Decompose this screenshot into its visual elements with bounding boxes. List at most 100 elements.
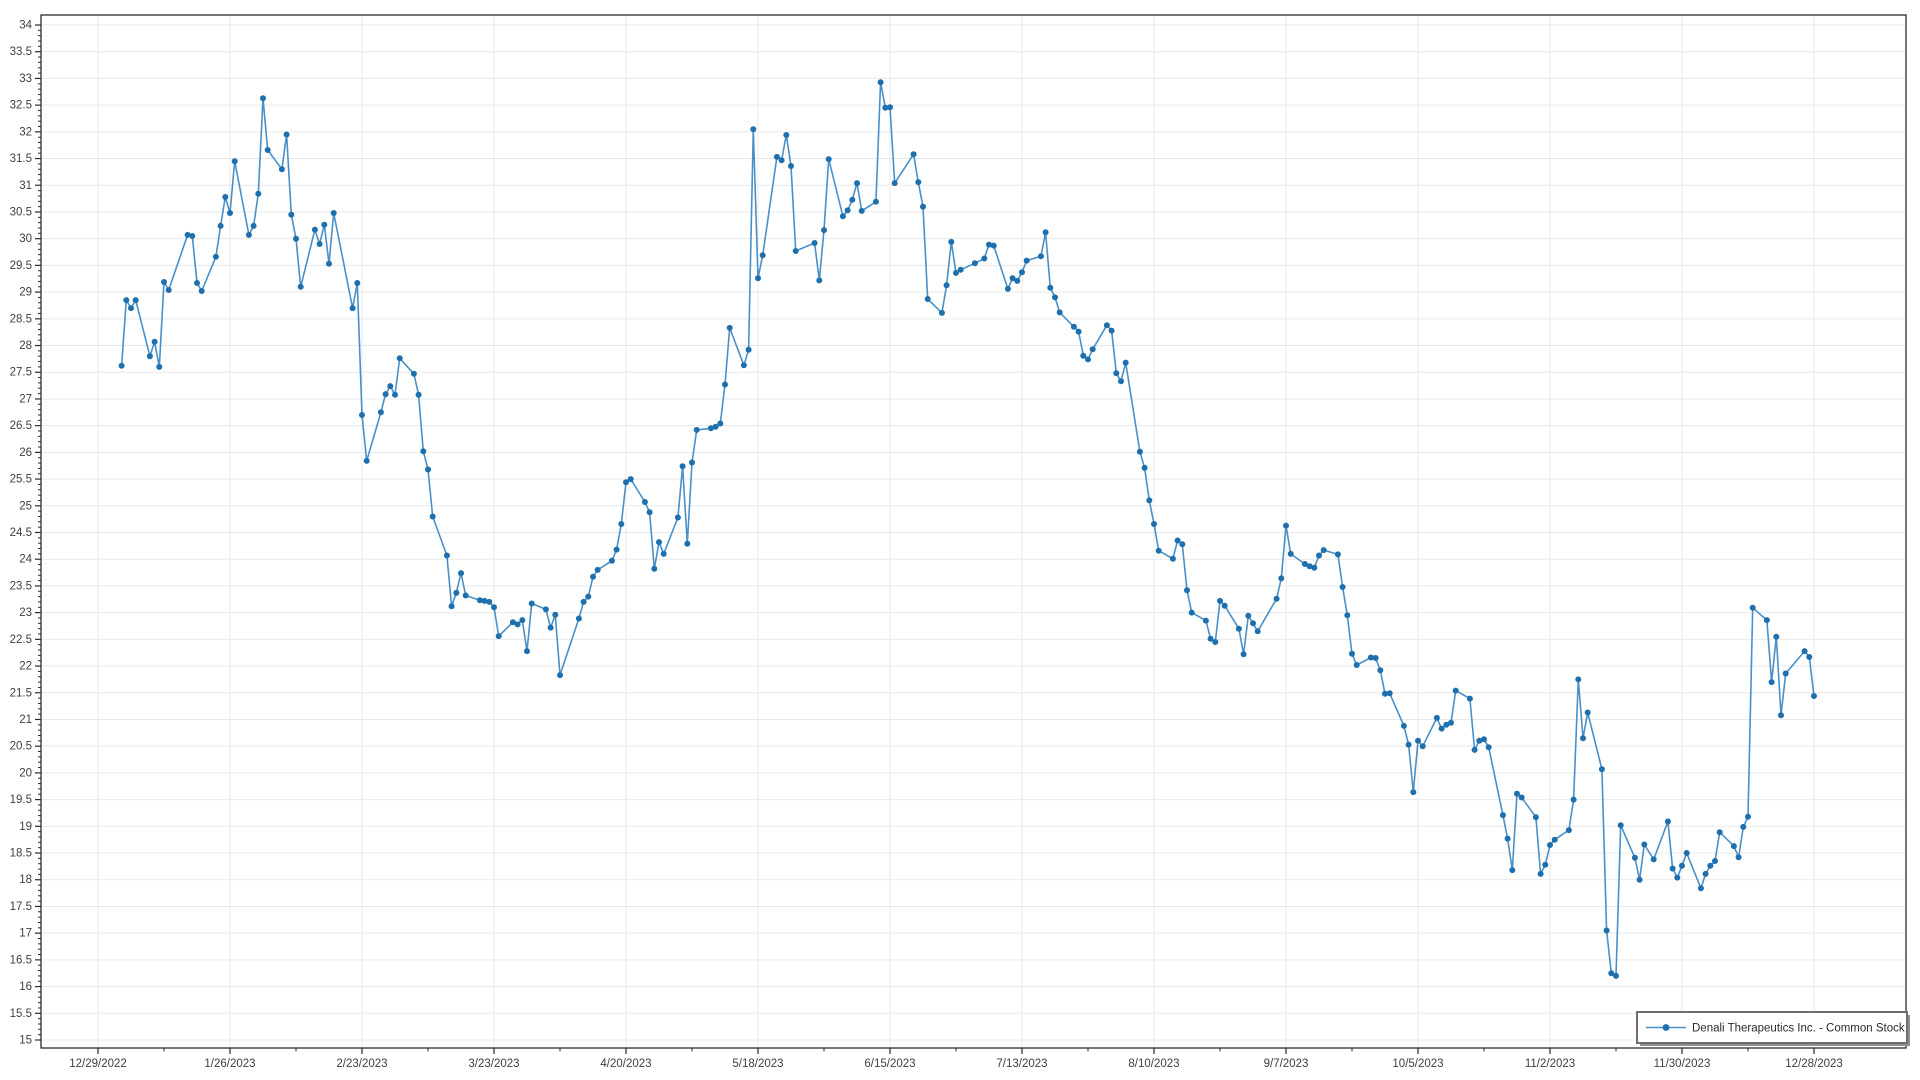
data-point-marker[interactable] <box>552 611 559 618</box>
data-point-marker[interactable] <box>707 425 714 432</box>
data-point-marker[interactable] <box>222 194 229 200</box>
data-point-marker[interactable] <box>1570 796 1577 803</box>
data-point-marker[interactable] <box>1664 818 1671 825</box>
data-point-marker[interactable] <box>1042 229 1049 236</box>
data-point-marker[interactable] <box>1471 746 1478 753</box>
data-point-marker[interactable] <box>575 615 582 622</box>
data-point-marker[interactable] <box>1146 497 1153 504</box>
data-point-marker[interactable] <box>429 513 436 520</box>
data-point-marker[interactable] <box>1551 836 1558 843</box>
data-point-marker[interactable] <box>1745 813 1751 820</box>
data-point-marker[interactable] <box>514 621 521 628</box>
data-point-marker[interactable] <box>415 391 422 398</box>
data-point-marker[interactable] <box>953 269 959 276</box>
data-point-marker[interactable] <box>1202 617 1209 624</box>
data-point-marker[interactable] <box>1631 854 1638 861</box>
data-point-marker[interactable] <box>792 248 799 254</box>
data-point-marker[interactable] <box>1707 862 1714 869</box>
data-point-marker[interactable] <box>1056 309 1063 316</box>
data-point-marker[interactable] <box>1697 885 1704 892</box>
data-point-marker[interactable] <box>1811 693 1817 699</box>
data-point-marker[interactable] <box>910 151 917 158</box>
data-point-marker[interactable] <box>712 423 719 430</box>
data-point-marker[interactable] <box>1415 737 1421 744</box>
data-point-marker[interactable] <box>717 420 724 427</box>
data-point-marker[interactable] <box>1547 842 1553 848</box>
data-point-marker[interactable] <box>1316 552 1322 559</box>
data-point-marker[interactable] <box>971 260 978 267</box>
data-point-marker[interactable] <box>726 324 733 331</box>
data-point-marker[interactable] <box>278 166 285 173</box>
data-point-marker[interactable] <box>382 391 389 398</box>
data-point-marker[interactable] <box>1509 867 1516 874</box>
data-point-marker[interactable] <box>297 283 304 290</box>
data-point-marker[interactable] <box>288 211 295 218</box>
data-point-marker[interactable] <box>1184 587 1190 594</box>
data-point-marker[interactable] <box>495 633 502 640</box>
data-point-marker[interactable] <box>1278 575 1285 582</box>
data-point-marker[interactable] <box>1617 822 1624 829</box>
legend[interactable]: Denali Therapeutics Inc. - Common Stock <box>1636 1011 1910 1046</box>
data-point-marker[interactable] <box>1221 602 1228 609</box>
data-point-marker[interactable] <box>326 260 332 267</box>
data-point-marker[interactable] <box>1118 378 1124 385</box>
data-point-marker[interactable] <box>891 180 898 187</box>
data-point-marker[interactable] <box>1004 285 1011 292</box>
data-point-marker[interactable] <box>1155 547 1162 554</box>
data-point-marker[interactable] <box>825 156 832 163</box>
data-point-marker[interactable] <box>651 565 658 572</box>
data-point-marker[interactable] <box>1014 277 1021 284</box>
data-point-marker[interactable] <box>1716 829 1723 836</box>
data-point-marker[interactable] <box>1542 861 1549 868</box>
data-point-marker[interactable] <box>146 353 153 360</box>
data-point-marker[interactable] <box>1287 550 1294 557</box>
data-point-marker[interactable] <box>1136 448 1143 455</box>
data-point-marker[interactable] <box>594 566 601 573</box>
data-point-marker[interactable] <box>528 600 535 607</box>
data-point-marker[interactable] <box>689 459 695 466</box>
data-point-marker[interactable] <box>524 648 530 655</box>
data-point-marker[interactable] <box>161 279 167 285</box>
data-point-marker[interactable] <box>1773 633 1780 640</box>
data-point-marker[interactable] <box>1141 464 1148 471</box>
data-point-marker[interactable] <box>443 552 450 559</box>
data-point-marker[interactable] <box>311 226 318 233</box>
data-point-marker[interactable] <box>1608 970 1615 977</box>
data-point-marker[interactable] <box>1641 841 1648 848</box>
data-point-marker[interactable] <box>519 617 526 624</box>
data-point-marker[interactable] <box>783 132 790 138</box>
data-point-marker[interactable] <box>1485 744 1492 751</box>
data-point-marker[interactable] <box>1452 687 1459 694</box>
data-point-marker[interactable] <box>1636 876 1643 883</box>
data-point-marker[interactable] <box>420 448 427 455</box>
data-point-marker[interactable] <box>542 606 549 613</box>
data-point-marker[interactable] <box>1334 551 1341 558</box>
data-point-marker[interactable] <box>1763 617 1770 624</box>
data-point-marker[interactable] <box>924 296 931 302</box>
data-point-marker[interactable] <box>283 131 290 138</box>
data-point-marker[interactable] <box>986 241 992 248</box>
data-point-marker[interactable] <box>957 266 964 273</box>
data-point-marker[interactable] <box>547 624 554 631</box>
data-point-marker[interactable] <box>839 213 846 220</box>
data-point-marker[interactable] <box>481 597 488 604</box>
data-point-marker[interactable] <box>1283 522 1289 529</box>
data-point-marker[interactable] <box>1353 662 1360 668</box>
data-point-marker[interactable] <box>1778 712 1784 719</box>
data-point-marker[interactable] <box>773 153 780 160</box>
data-point-marker[interactable] <box>1344 612 1351 619</box>
data-point-marker[interactable] <box>1174 537 1181 544</box>
data-point-marker[interactable] <box>872 198 879 205</box>
data-point-marker[interactable] <box>1240 651 1247 658</box>
data-point-marker[interactable] <box>1151 521 1157 527</box>
data-point-marker[interactable] <box>877 79 884 86</box>
data-point-marker[interactable] <box>1580 735 1586 742</box>
data-point-markers[interactable] <box>118 79 1817 979</box>
data-point-marker[interactable] <box>788 163 794 169</box>
data-point-marker[interactable] <box>1679 862 1685 869</box>
data-point-marker[interactable] <box>811 240 818 246</box>
data-point-marker[interactable] <box>858 207 865 214</box>
data-point-marker[interactable] <box>679 463 686 470</box>
data-point-marker[interactable] <box>849 196 856 203</box>
data-point-marker[interactable] <box>684 540 691 547</box>
